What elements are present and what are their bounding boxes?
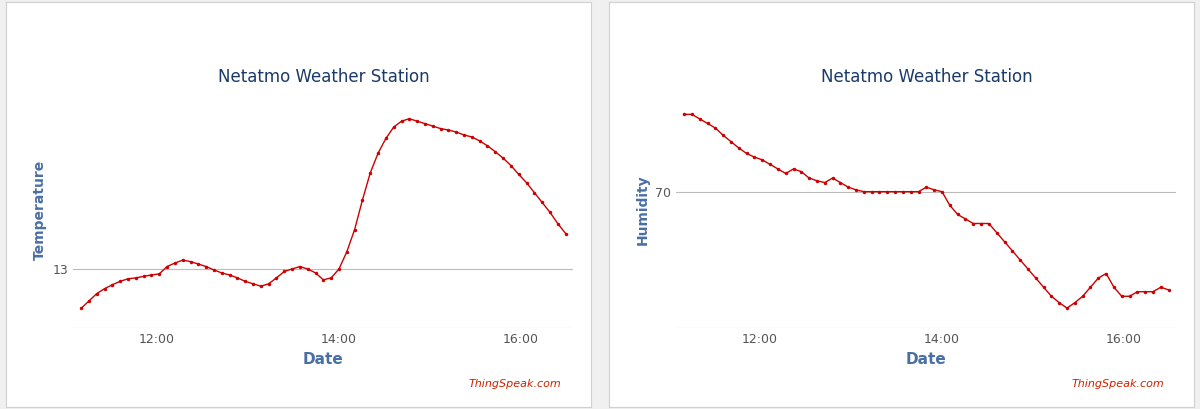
Title: Netatmo Weather Station: Netatmo Weather Station: [821, 68, 1032, 86]
Text: Field 1 Chart: Field 1 Chart: [20, 16, 140, 34]
Text: ✏: ✏: [550, 19, 560, 32]
Text: ○: ○: [1122, 19, 1133, 32]
Text: ×: ×: [1183, 19, 1194, 32]
Y-axis label: Humidity: Humidity: [636, 175, 650, 245]
Text: ⧉: ⧉: [1093, 19, 1102, 32]
Text: ⧉: ⧉: [491, 19, 498, 32]
Text: ThingSpeak.com: ThingSpeak.com: [1072, 379, 1165, 389]
Text: Field 2 Chart: Field 2 Chart: [624, 16, 744, 34]
Text: ○: ○: [520, 19, 530, 32]
Y-axis label: Temperature: Temperature: [34, 160, 47, 260]
Text: ✏: ✏: [1153, 19, 1164, 32]
Text: ×: ×: [581, 19, 590, 32]
X-axis label: Date: Date: [906, 352, 947, 366]
X-axis label: Date: Date: [302, 352, 343, 366]
Text: ThingSpeak.com: ThingSpeak.com: [469, 379, 562, 389]
Title: Netatmo Weather Station: Netatmo Weather Station: [217, 68, 430, 86]
